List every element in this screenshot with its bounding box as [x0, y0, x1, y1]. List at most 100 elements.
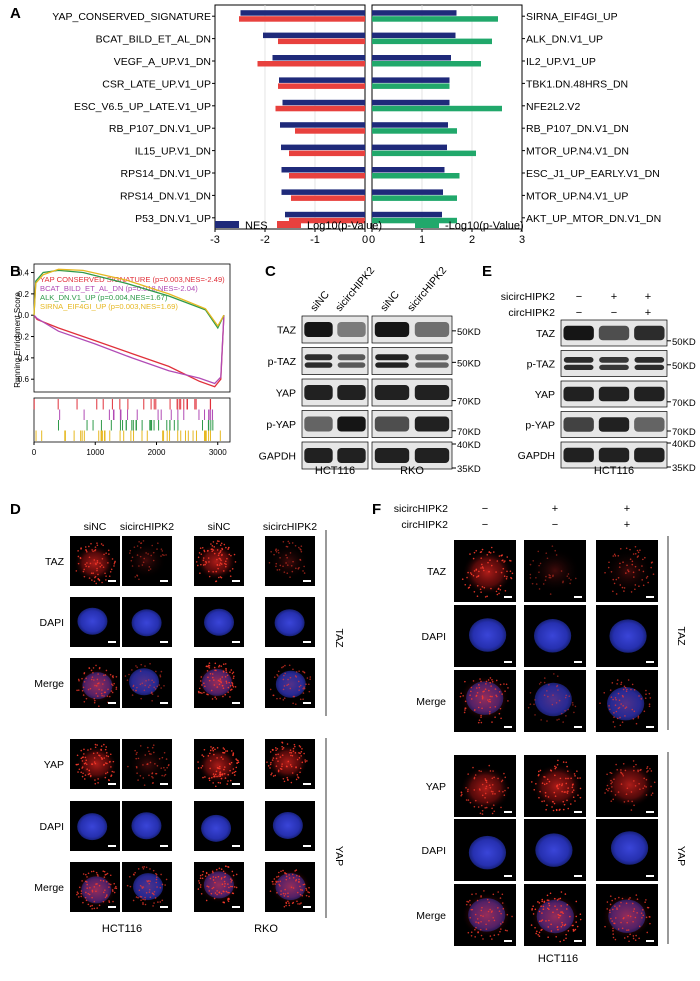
red-speck [132, 689, 135, 691]
category-label-left: BCAT_BILD_ET_AL_DN [96, 34, 211, 46]
red-speck [295, 869, 298, 871]
red-speck [556, 719, 558, 721]
red-speck [228, 891, 230, 894]
red-speck [232, 685, 235, 688]
red-speck [145, 892, 148, 894]
red-speck [287, 678, 289, 681]
red-speck [482, 915, 484, 917]
panel-d-column-label: sicircHIPK2 [120, 521, 174, 533]
red-speck [215, 770, 218, 773]
red-speck [217, 576, 220, 579]
red-speck [640, 912, 643, 914]
red-speck [80, 749, 83, 752]
red-speck [285, 554, 287, 556]
red-speck [565, 715, 567, 717]
red-speck [148, 750, 150, 753]
red-speck [460, 791, 463, 794]
red-speck [103, 757, 106, 759]
red-speck [97, 573, 99, 576]
blot-band [375, 354, 409, 361]
red-speck [106, 872, 109, 875]
red-speck [94, 762, 97, 765]
red-speck [266, 761, 268, 763]
red-speck [208, 561, 210, 563]
red-speck [276, 569, 279, 571]
red-speck [615, 763, 617, 766]
red-speck [634, 588, 636, 591]
red-signal [600, 681, 651, 727]
panel-e-western-blot: sicircHIPK2− + +circHIPK2− − +TAZp-TAZYAPp-Y… [501, 291, 696, 477]
red-speck [614, 697, 617, 699]
red-speck [131, 669, 133, 671]
red-speck [143, 689, 146, 692]
red-speck [480, 896, 482, 898]
red-speck [551, 806, 553, 808]
bar-nes-right [372, 122, 448, 128]
red-speck [284, 888, 286, 891]
red-speck [495, 571, 497, 573]
red-speck [108, 886, 110, 888]
red-speck [274, 883, 276, 885]
red-speck [273, 878, 276, 880]
red-speck [81, 756, 84, 759]
red-speck [491, 783, 494, 786]
red-speck [485, 785, 488, 788]
red-speck [303, 686, 305, 688]
red-speck [201, 873, 204, 876]
red-speck [297, 777, 300, 779]
red-speck [141, 682, 144, 685]
red-speck [200, 563, 202, 566]
red-speck [643, 785, 646, 787]
red-speck [553, 791, 556, 794]
red-speck [215, 698, 218, 700]
red-speck [278, 568, 281, 571]
red-speck [161, 883, 164, 886]
red-speck [538, 920, 541, 923]
red-speck [220, 549, 222, 552]
red-speck [529, 573, 532, 576]
red-signal [198, 866, 240, 904]
red-speck [219, 775, 222, 777]
red-speck [286, 546, 289, 548]
red-speck [565, 694, 568, 697]
blot-band [563, 357, 594, 363]
red-speck [86, 768, 88, 770]
x-tick-label: 0 [32, 448, 37, 457]
red-speck [281, 745, 283, 748]
red-speck [542, 905, 545, 908]
red-speck [500, 780, 503, 783]
red-speck [99, 565, 102, 568]
red-speck [161, 774, 163, 777]
red-signal [197, 747, 239, 784]
red-speck [566, 904, 569, 906]
red-speck [631, 708, 634, 711]
blot-e-row-label: YAP [535, 389, 555, 401]
red-speck [467, 790, 469, 793]
red-speck [88, 893, 91, 896]
red-speck [292, 887, 295, 889]
red-speck [649, 767, 651, 770]
scale-bar [108, 580, 116, 582]
red-speck [102, 674, 105, 677]
red-speck [477, 922, 480, 924]
red-speck [546, 690, 548, 692]
red-speck [632, 571, 635, 574]
x-tick-label: 2000 [148, 448, 166, 457]
red-speck [470, 686, 473, 689]
red-speck [206, 665, 208, 668]
red-speck [93, 907, 96, 910]
red-speck [159, 901, 162, 903]
red-speck [134, 576, 137, 578]
red-speck [220, 868, 223, 871]
category-label-left: RPS14_DN.V1_UP [121, 168, 211, 180]
panel-f-sign: + [624, 519, 630, 531]
red-speck [463, 711, 466, 714]
red-speck [85, 697, 88, 700]
red-speck [485, 923, 487, 926]
bar-nes-right [372, 211, 442, 218]
red-speck [138, 578, 140, 581]
red-speck [80, 548, 82, 550]
red-speck [216, 893, 218, 896]
red-speck [152, 869, 155, 872]
red-speck [86, 550, 88, 553]
